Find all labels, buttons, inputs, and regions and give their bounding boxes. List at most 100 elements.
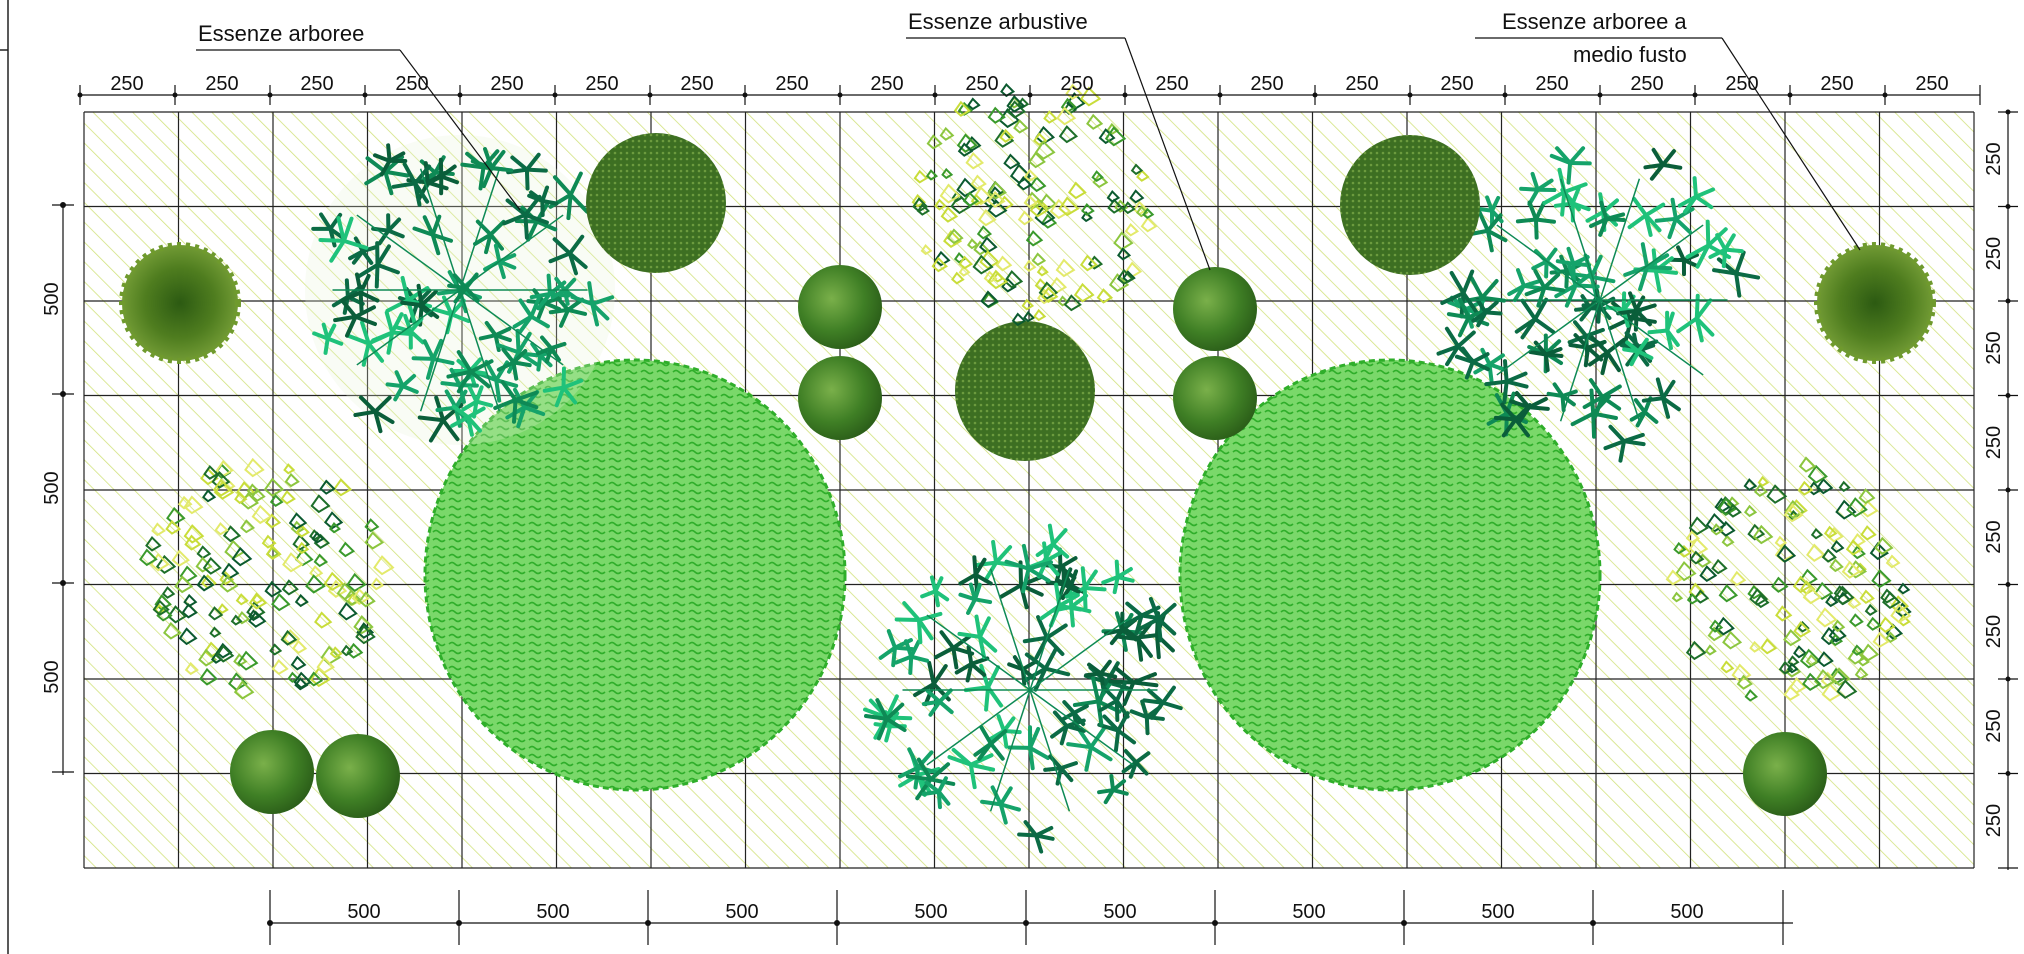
dim-bottom-label: 500 xyxy=(347,901,380,923)
leaf-star xyxy=(371,213,405,246)
leaf-mark xyxy=(978,208,997,227)
leaf-star xyxy=(548,234,588,276)
leaf-mark xyxy=(956,177,978,198)
dim-left-label: 500 xyxy=(41,471,63,504)
dimension-top-values: 250 250 250 250 250 250 250 250 250 250 250 250 250 2… xyxy=(77,73,1981,105)
dim-dot xyxy=(2005,771,2011,776)
leaf-mark xyxy=(1140,216,1158,233)
dim-top-label: 250 xyxy=(395,73,428,95)
leaf-mark xyxy=(995,255,1013,272)
leaf-mark xyxy=(966,238,979,250)
leaf-mark xyxy=(1673,541,1687,555)
leaf-star xyxy=(318,216,369,263)
leaf-mark xyxy=(1871,568,1892,589)
dim-dot xyxy=(362,92,368,98)
leaf-mark xyxy=(957,142,974,157)
leaf-mark xyxy=(1029,199,1049,218)
leaf-mark xyxy=(1866,616,1882,631)
leaf-star xyxy=(1023,645,1071,692)
leaf-mark xyxy=(1759,638,1778,655)
leaf-mark xyxy=(343,589,362,606)
leaf-mark xyxy=(203,465,219,480)
leaf-mark xyxy=(1117,247,1132,261)
leaf-mark xyxy=(263,477,285,497)
leaf-mark xyxy=(1864,603,1878,616)
leaf-mark xyxy=(269,494,284,508)
leaf-mark xyxy=(211,470,231,489)
leaf-star xyxy=(933,630,975,670)
leaf-mark xyxy=(251,488,266,502)
leaf-mark xyxy=(1067,181,1087,200)
branch xyxy=(1599,299,1641,422)
leaf-mark xyxy=(1034,140,1056,160)
leaf-mark xyxy=(346,572,367,593)
leaf-mark xyxy=(1688,516,1709,536)
leaf-mark xyxy=(1017,210,1034,226)
leaf-mark xyxy=(1023,194,1038,209)
leaf-mark xyxy=(1797,480,1814,496)
leaf-mark xyxy=(1878,616,1896,634)
leaf-star xyxy=(1507,268,1543,303)
leaf-mark xyxy=(1011,312,1027,327)
leaf-star xyxy=(1549,146,1592,185)
leaf-mark xyxy=(946,228,964,245)
leaf-mark xyxy=(202,556,222,575)
leaf-star xyxy=(1515,200,1557,240)
leaf-mark xyxy=(311,531,325,544)
dim-top-label: 250 xyxy=(300,73,333,95)
dim-dot xyxy=(1407,92,1413,98)
leaf-mark xyxy=(973,240,990,256)
leaf-star xyxy=(393,313,425,350)
leaf-mark xyxy=(313,553,329,568)
leaf-mark xyxy=(174,575,194,594)
leaf-mark xyxy=(178,627,198,646)
leaf-mark xyxy=(1023,310,1036,323)
leaf-mark xyxy=(370,577,385,591)
leaf-mark xyxy=(1774,535,1788,548)
leaf-star xyxy=(957,614,998,660)
dim-top-label: 250 xyxy=(965,73,998,95)
dim-dot xyxy=(552,92,558,98)
leaf-mark xyxy=(1685,640,1707,661)
leaf-mark xyxy=(1686,592,1700,605)
leaf-mark xyxy=(1057,295,1070,307)
leaf-star xyxy=(548,171,589,221)
leaf-mark xyxy=(283,628,301,646)
leaf-star xyxy=(1004,543,1054,594)
leaf-mark xyxy=(1775,605,1793,622)
leaf-star xyxy=(478,320,512,352)
leaf-mark xyxy=(183,593,198,608)
leaf-mark xyxy=(1851,644,1864,656)
dim-dot xyxy=(834,920,840,926)
leaf-mark xyxy=(235,593,249,606)
leaf-mark xyxy=(939,126,955,141)
leaf-mark xyxy=(1831,619,1846,633)
leaf-mark xyxy=(1802,672,1822,692)
leaf-mark xyxy=(198,648,218,667)
leaf-mark xyxy=(1037,288,1054,305)
dim-dot xyxy=(1122,92,1128,98)
leaf-mark xyxy=(1807,464,1828,484)
leaf-mark xyxy=(939,183,961,204)
leaf-mark xyxy=(1830,667,1851,687)
leaf-mark xyxy=(284,472,300,488)
leaf-mark xyxy=(1041,286,1059,303)
leaf-mark xyxy=(1854,666,1869,680)
leaf-star xyxy=(1555,246,1592,282)
leaf-mark xyxy=(1882,591,1902,610)
leaf-mark xyxy=(306,671,324,687)
leaf-star xyxy=(1647,310,1680,350)
leaf-mark xyxy=(1846,497,1868,518)
leaf-mark xyxy=(217,603,229,614)
leaf-mark xyxy=(1693,589,1710,604)
leaf-mark xyxy=(1860,643,1880,662)
leaf-star xyxy=(1582,378,1622,419)
leaf-mark xyxy=(1859,589,1875,605)
leaf-mark xyxy=(940,206,959,223)
dim-dot xyxy=(645,920,651,926)
leaf-mark xyxy=(1849,613,1864,628)
leaf-mark xyxy=(309,666,332,688)
leaf-star xyxy=(346,320,391,367)
leaf-mark xyxy=(1718,520,1736,537)
leaf-mark xyxy=(1685,530,1701,544)
